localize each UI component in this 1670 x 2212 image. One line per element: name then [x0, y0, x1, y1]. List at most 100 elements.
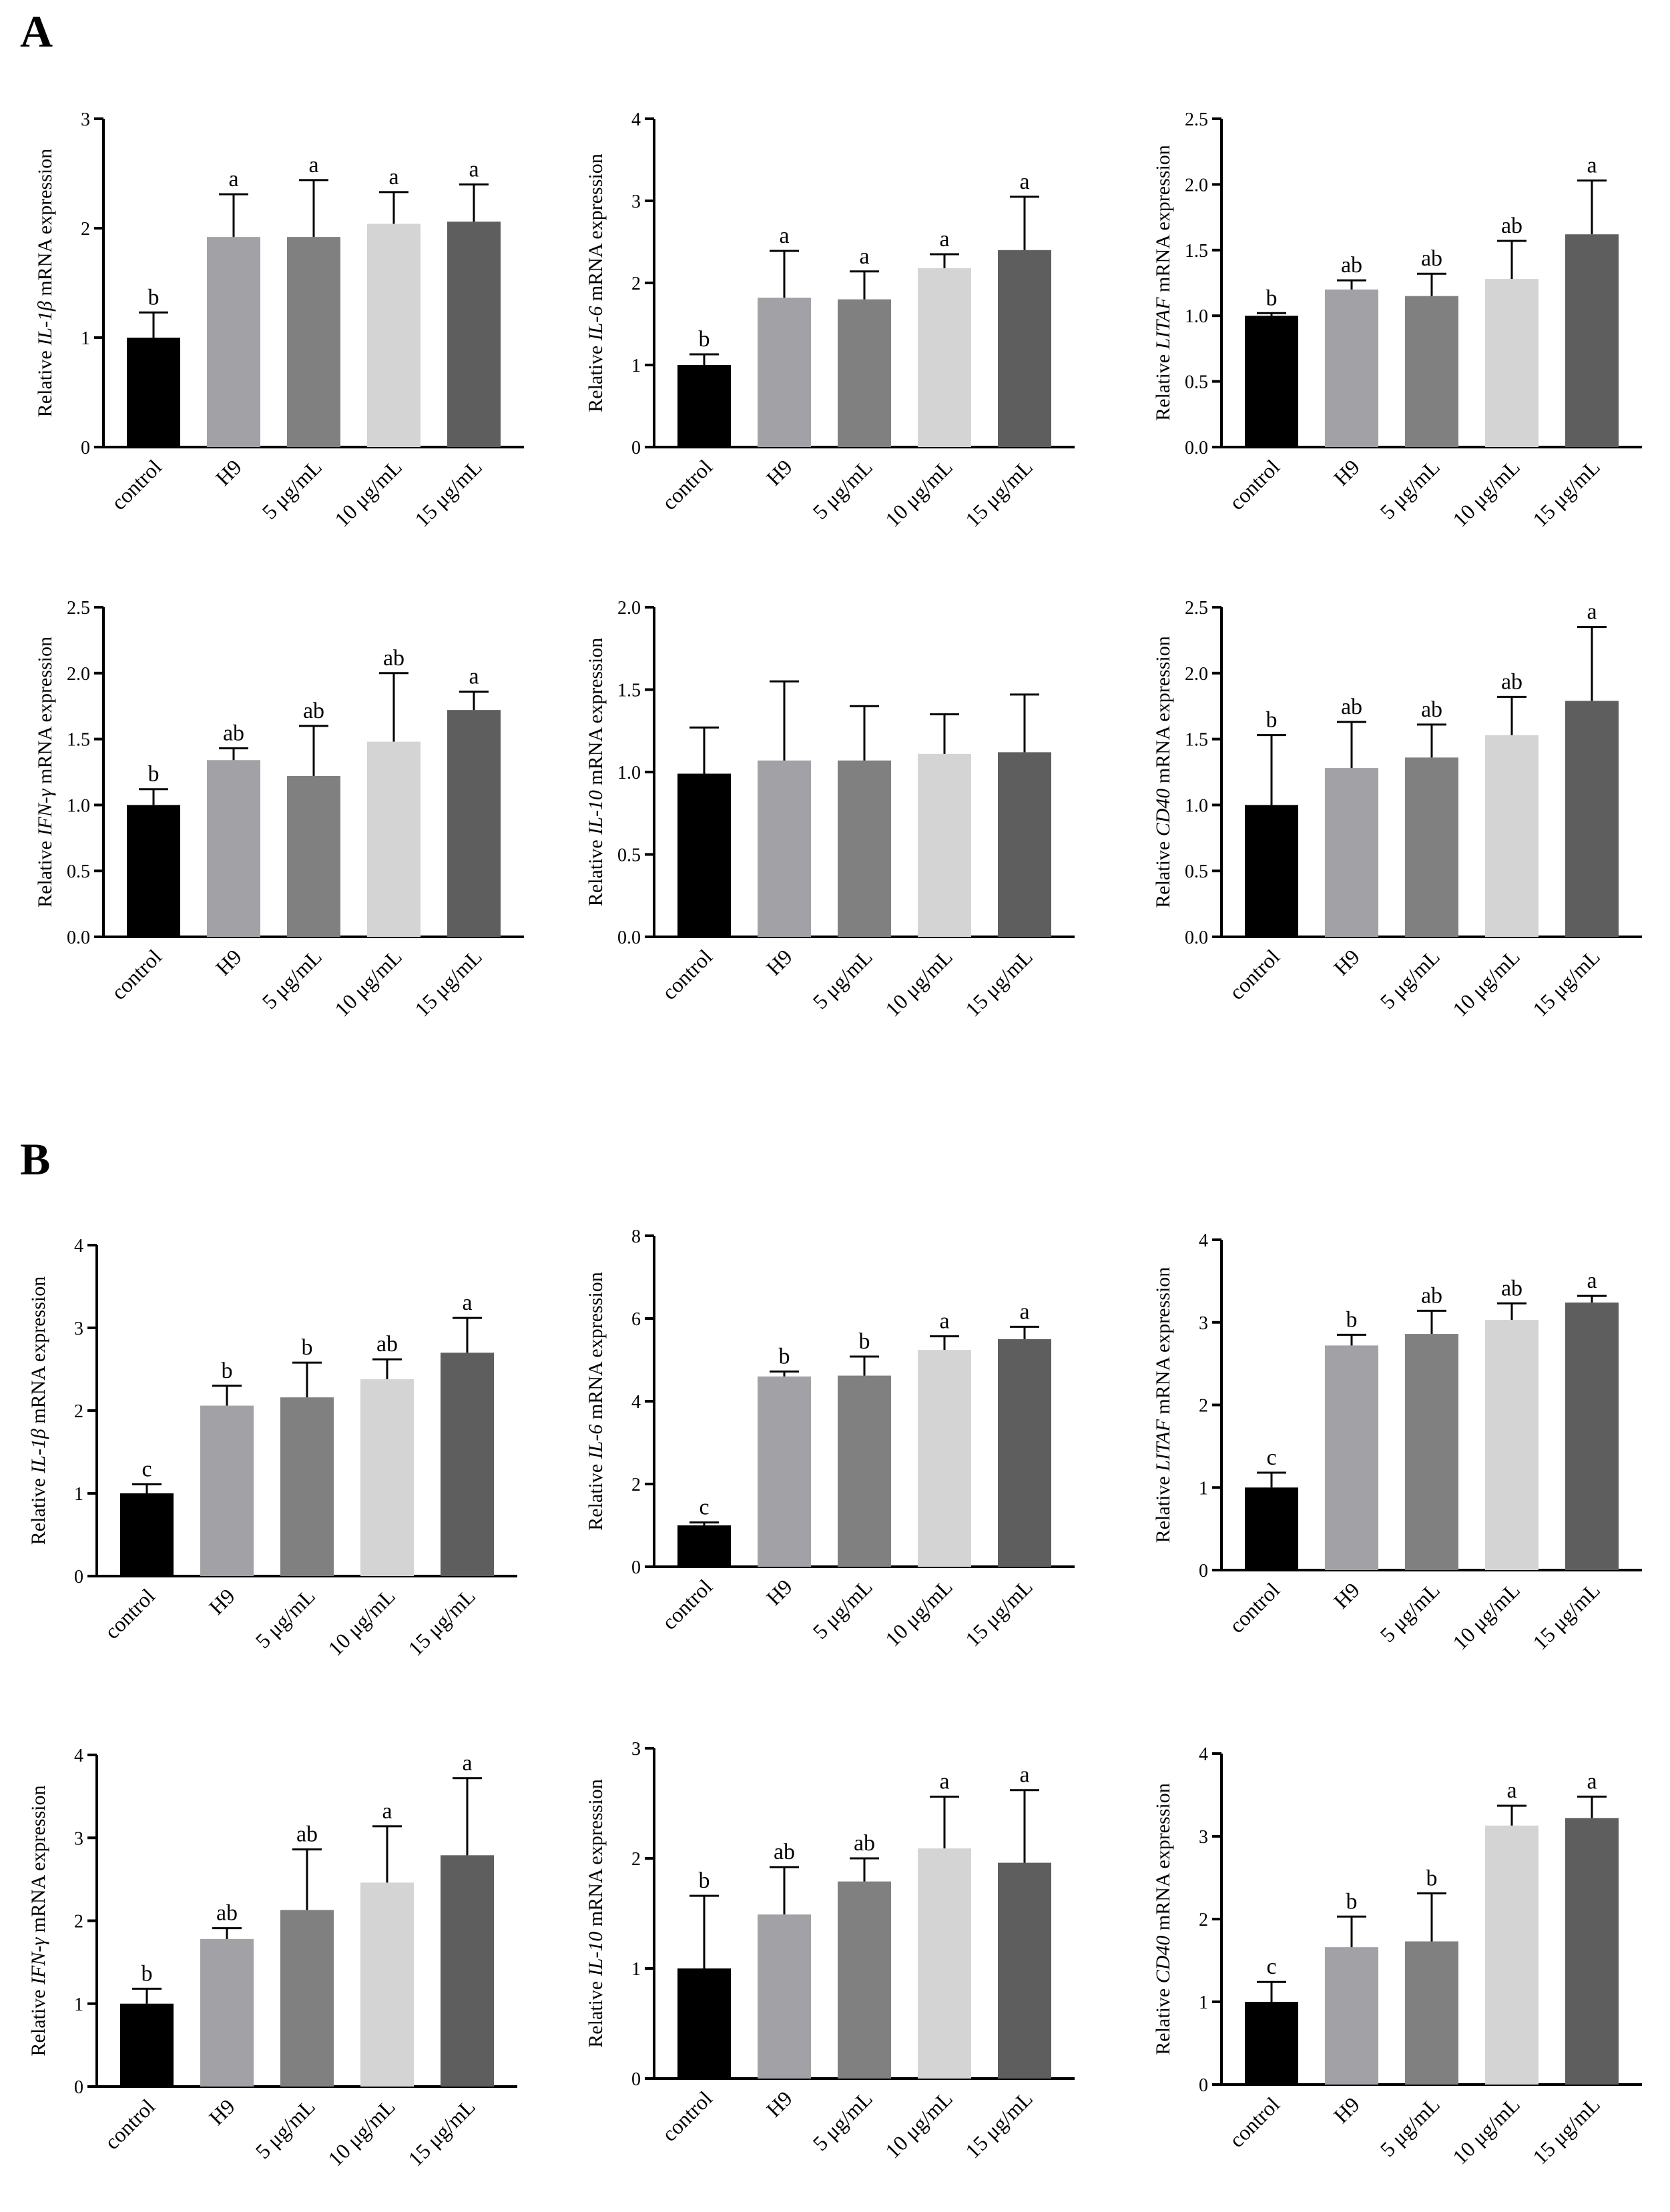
y-axis-title-suffix: mRNA expression	[1152, 145, 1174, 297]
y-tick-label: 6	[631, 1309, 641, 1330]
y-axis-title-prefix: Relative	[1152, 349, 1174, 420]
y-tick-label: 2	[74, 1401, 83, 1422]
significance-letter: ab	[774, 1840, 795, 1864]
significance-letter: a	[859, 244, 869, 269]
y-axis-title-gene: IFN-γ	[34, 788, 56, 836]
y-tick-label: 1	[631, 356, 641, 376]
y-axis-title-gene: IL-10	[585, 1932, 607, 1977]
y-axis-title-gene: CD40	[1152, 789, 1174, 837]
bar	[1325, 1947, 1378, 2085]
significance-letter: a	[1587, 600, 1597, 625]
y-tick-label: 1.5	[617, 681, 641, 701]
y-axis-title-prefix: Relative	[585, 1976, 607, 2047]
significance-letter: a	[462, 1751, 472, 1776]
bar	[280, 1910, 334, 2087]
y-axis-title-gene: CD40	[1152, 1936, 1174, 1984]
bar	[1485, 1320, 1539, 1570]
bar	[120, 2003, 174, 2087]
y-tick-label: 2.5	[1185, 109, 1208, 130]
y-tick-label: 0.5	[1185, 372, 1208, 393]
y-tick-label: 0	[631, 438, 641, 458]
y-axis-title-gene: IL-10	[585, 790, 607, 835]
y-axis-title: Relative LITAF mRNA expression	[1152, 145, 1174, 421]
y-tick-label: 1.0	[1185, 795, 1208, 816]
bar	[838, 1375, 891, 1567]
significance-letter: a	[1019, 1763, 1029, 1788]
y-tick-label: 0	[631, 2069, 641, 2090]
significance-letter: b	[1426, 1866, 1438, 1891]
y-axis-title: Relative IL-6 mRNA expression	[585, 1272, 607, 1530]
y-tick-label: 0.5	[67, 861, 90, 882]
significance-letter: c	[1266, 1445, 1276, 1470]
significance-letter: ab	[1421, 246, 1442, 271]
bar	[207, 760, 260, 937]
y-tick-label: 2	[1199, 1396, 1208, 1417]
y-axis-title: Relative IL-10 mRNA expression	[585, 1779, 607, 2047]
significance-letter: a	[382, 1799, 392, 1824]
y-axis-title-suffix: mRNA expression	[585, 1779, 607, 1931]
significance-letter: a	[1019, 1299, 1029, 1324]
bar	[200, 1405, 254, 1576]
y-tick-label: 0	[74, 2077, 83, 2098]
bar	[1405, 757, 1458, 937]
y-tick-label: 0	[81, 438, 90, 458]
y-axis-title-suffix: mRNA expression	[27, 1276, 49, 1429]
significance-letter: b	[148, 762, 160, 787]
y-tick-label: 0.5	[1185, 861, 1208, 882]
bar	[758, 1914, 811, 2079]
significance-letter: ab	[1341, 253, 1362, 278]
y-axis-title: Relative IL-1β mRNA expression	[34, 149, 56, 417]
y-tick-label: 0	[1199, 1561, 1208, 1581]
y-tick-label: 3	[74, 1828, 83, 1849]
bar	[758, 1376, 811, 1567]
bar	[1485, 735, 1539, 937]
bar	[360, 1882, 414, 2087]
y-tick-label: 2.0	[1185, 175, 1208, 196]
bar	[1325, 289, 1378, 447]
y-tick-label: 3	[81, 109, 90, 130]
significance-letter: b	[1266, 708, 1278, 733]
significance-letter: c	[1266, 1954, 1276, 1979]
significance-letter: a	[939, 1309, 949, 1334]
bar	[1485, 1825, 1539, 2085]
y-tick-label: 2.0	[67, 664, 90, 685]
y-axis-title-gene: IL-1β	[27, 1429, 49, 1474]
y-tick-label: 2	[1199, 1910, 1208, 1930]
y-axis-title-gene: IL-6	[585, 1425, 607, 1460]
y-tick-label: 4	[74, 1746, 83, 1766]
y-tick-label: 0.0	[67, 928, 90, 948]
bar	[287, 775, 340, 937]
bar	[918, 1848, 971, 2079]
y-axis-title-suffix: mRNA expression	[34, 149, 56, 301]
y-tick-label: 2.0	[1185, 664, 1208, 685]
bar	[838, 299, 891, 447]
significance-letter: ab	[1501, 214, 1522, 238]
y-tick-label: 2	[81, 219, 90, 240]
significance-letter: ab	[1501, 669, 1522, 694]
bar	[1325, 1345, 1378, 1570]
y-axis-title-suffix: mRNA expression	[1152, 1783, 1174, 1935]
significance-letter: a	[939, 227, 949, 252]
bar	[127, 338, 180, 447]
significance-letter: ab	[1421, 1283, 1442, 1308]
y-tick-label: 0.0	[1185, 928, 1208, 948]
bar	[1245, 805, 1298, 937]
y-tick-label: 2	[74, 1912, 83, 1932]
bar	[918, 268, 971, 447]
significance-letter: a	[469, 157, 479, 181]
y-tick-label: 1	[81, 328, 90, 349]
y-tick-label: 0.5	[617, 845, 641, 866]
y-tick-label: 4	[1199, 1230, 1208, 1251]
bar	[1565, 1303, 1619, 1570]
y-tick-label: 3	[631, 1739, 641, 1760]
y-axis-title: Relative CD40 mRNA expression	[1152, 636, 1174, 907]
bar	[360, 1379, 414, 1576]
bar	[677, 773, 731, 937]
significance-letter: a	[1019, 169, 1029, 194]
bar	[998, 752, 1051, 937]
significance-letter: b	[1346, 1889, 1358, 1914]
significance-letter: ab	[1421, 697, 1442, 722]
y-tick-label: 1	[1199, 1992, 1208, 2013]
panel-label-b: B	[20, 1134, 50, 1184]
